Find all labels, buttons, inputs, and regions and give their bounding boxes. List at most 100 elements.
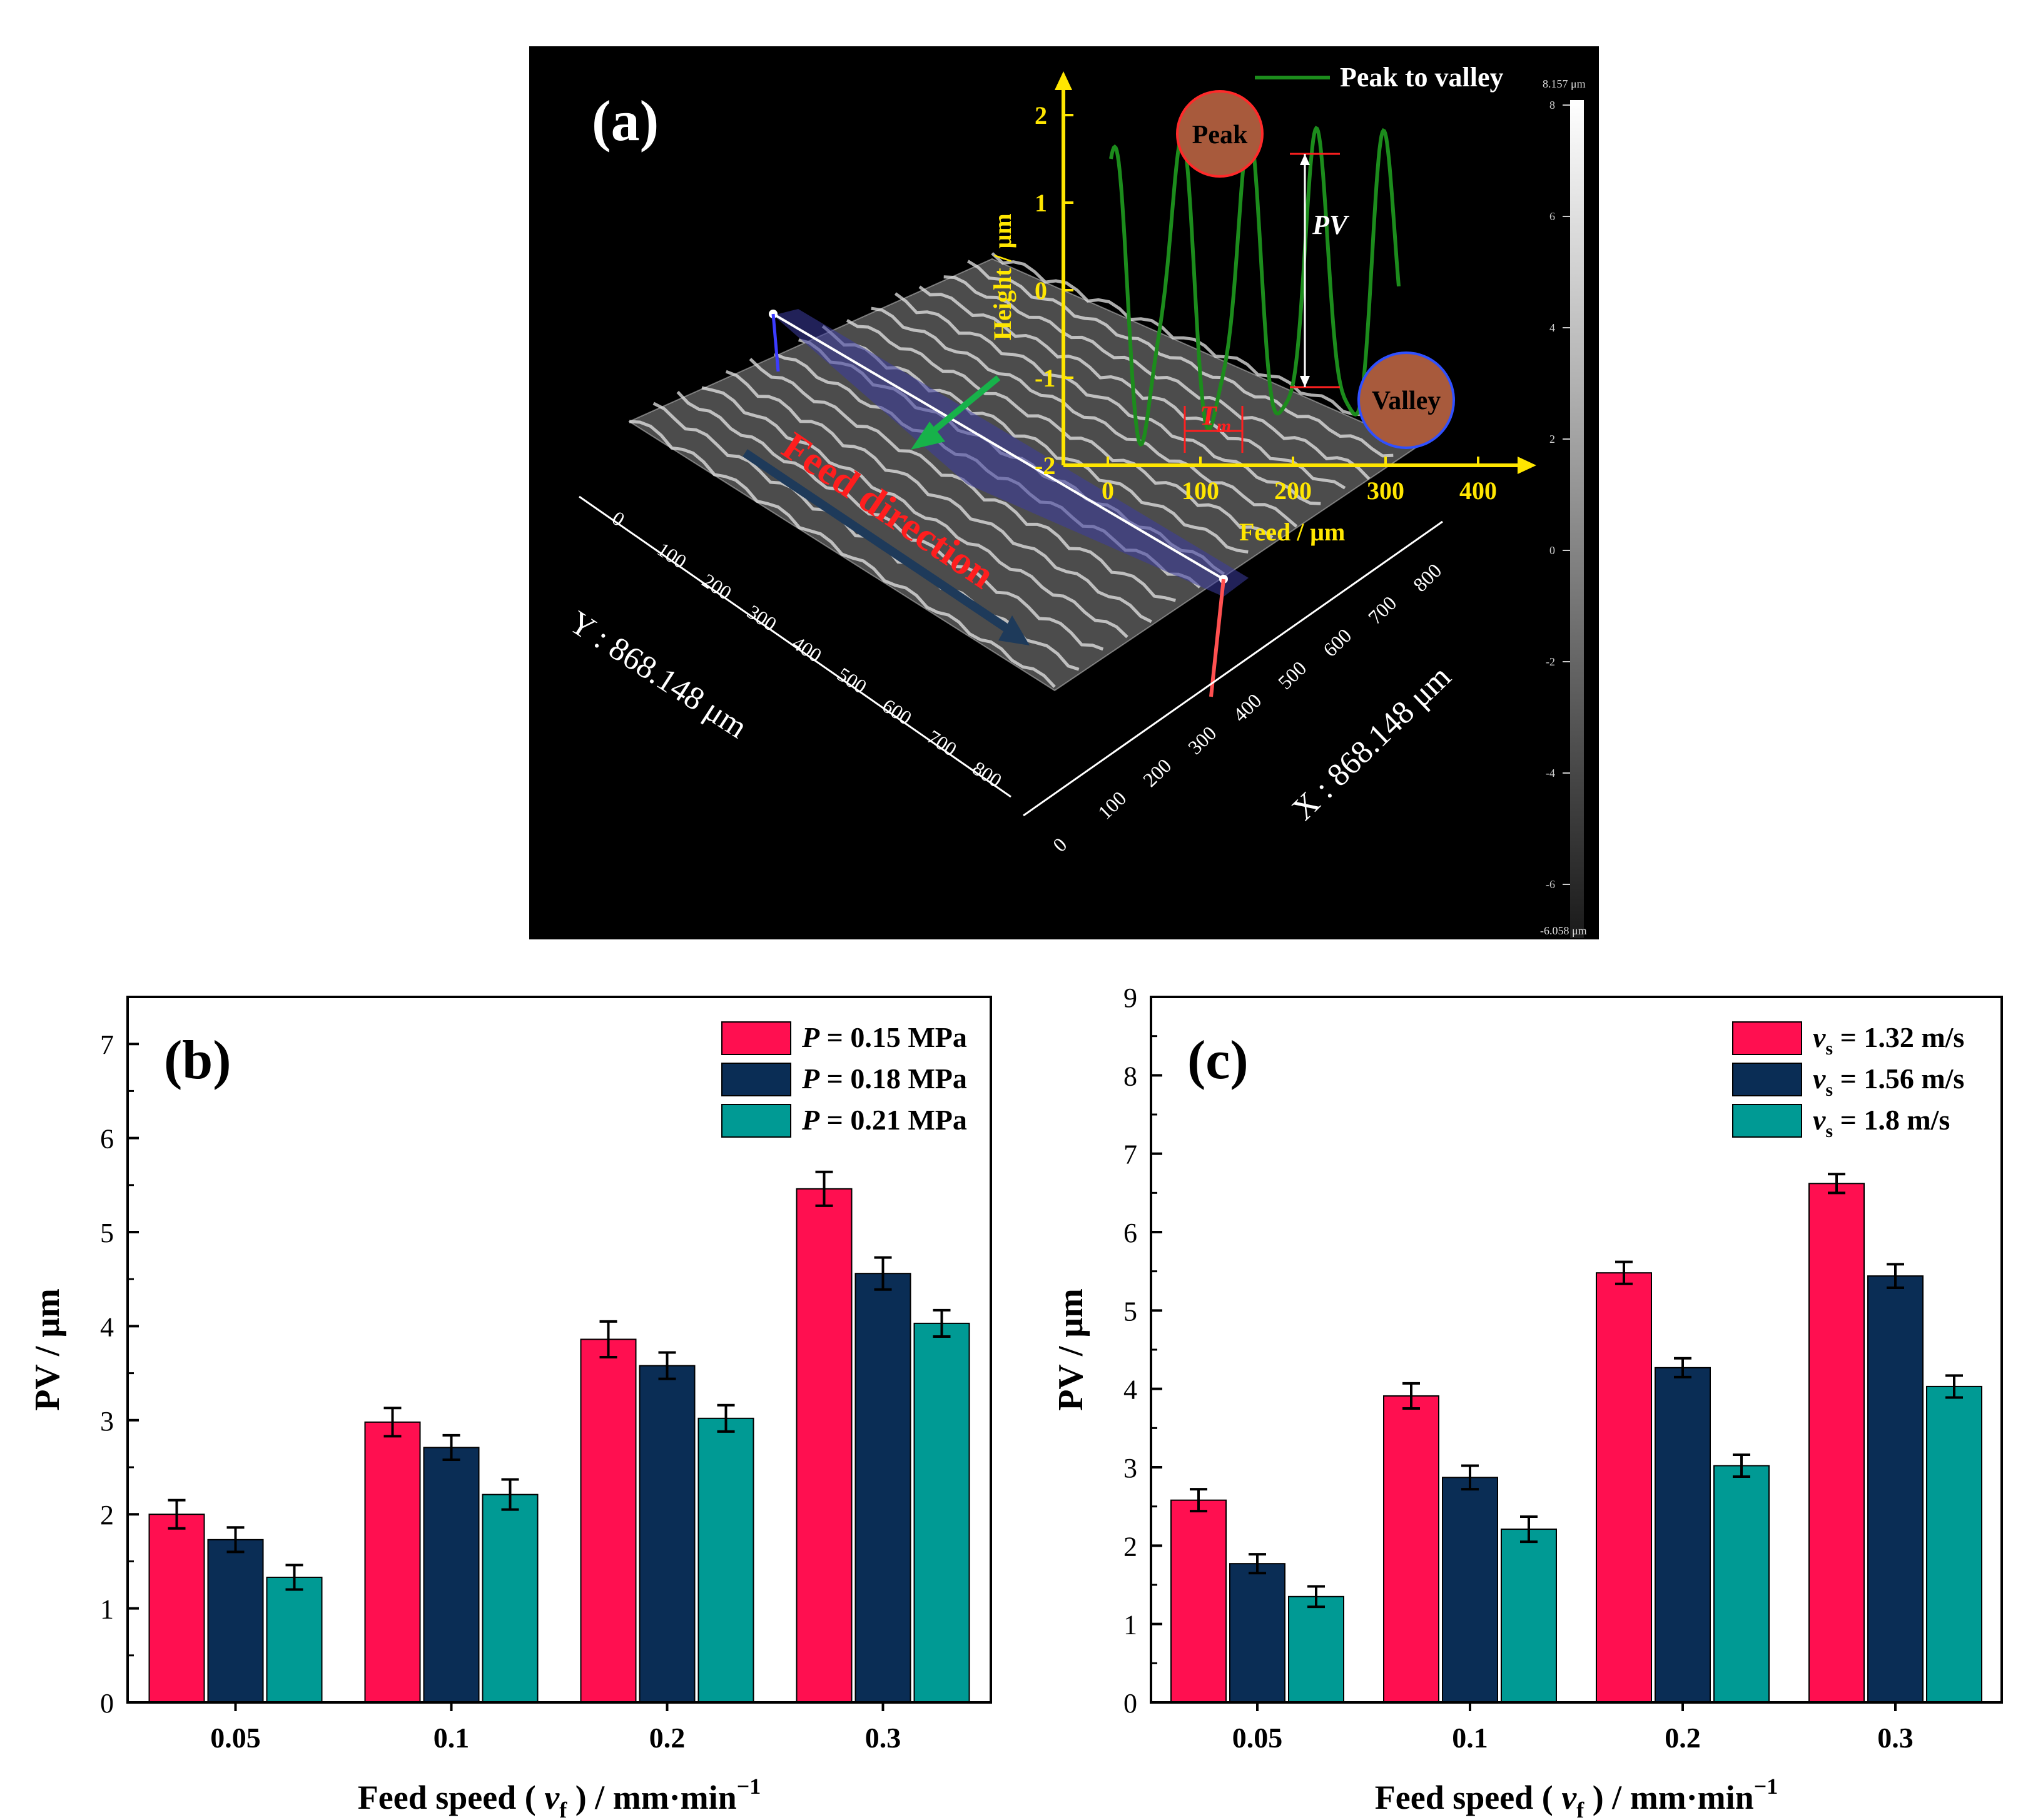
bar [697,1417,754,1703]
valley-label: Valley [1372,387,1441,415]
y-tick-label: 7 [100,1029,114,1060]
legend-swatch [1732,1104,1802,1138]
green-arrow-shaft [927,375,1001,437]
scale-tick-label: 2 [1549,433,1555,445]
bar [148,1514,205,1703]
x-axis-label-prefix: Feed speed ( [1375,1779,1561,1816]
y-tick-label: 5 [1123,1296,1137,1327]
x-tick-label: 0.3 [1877,1722,1914,1754]
bar [364,1421,421,1704]
scale-tick-label: 8 [1549,99,1555,111]
panel-a-surface-profile: Feed direction 0 100 200 300 400 500 600 700 800… [529,46,1599,939]
feed-arrow-head [998,615,1030,645]
bar [1596,1272,1652,1703]
inset-x-tick: 200 [1274,477,1312,505]
svg-text:Tm: Tm [1200,400,1231,437]
profile-line [1109,126,1401,447]
surface-ridge [629,420,1056,689]
profile-inset: 2 1 0 -1 -2 0 100 200 300 400 Height / μm Feed /… [988,62,1536,546]
peak-label: Peak [1192,121,1248,149]
legend-value: = 1.8 m/s [1833,1104,1950,1136]
panel-a-svg: Feed direction 0100200300400500600700800… [562,62,1587,938]
legend-symbol: P [801,1021,820,1053]
y-axis-label: PV / μm [1052,1288,1090,1411]
legend-value: = 0.18 MPa [819,1063,967,1095]
y-tick-label: 7 [1123,1140,1137,1170]
y-tick-label: 1 [100,1594,114,1625]
surface-ridge [894,292,1321,505]
inset-y-label: Height / μm [988,213,1016,340]
x-axis-label-subscript: f [1576,1797,1584,1820]
chart-c: 0 1 2 3 4 5 6 7 8 9 0.05 0.1 0.2 0.3 (c) PV / μm Feed sp… [1052,983,2003,1820]
bar [207,1539,264,1704]
scale-min-label: -6.058 μm [1540,924,1587,937]
inset-y-tick: -1 [1035,364,1055,392]
legend-symbol: P [801,1063,820,1095]
surface-ridge [725,370,1152,624]
color-scale-bar [1570,100,1584,938]
y-tick-label: 0 [1123,1688,1137,1719]
scale-tick-label: 0 [1549,544,1555,557]
x-axis-label: Feed speed ( vf ) / mm·min−1 [1375,1774,1778,1820]
x-tick-label: 0.1 [433,1722,470,1754]
panel-a-label: (a) [592,89,659,153]
inset-x-tick: 100 [1182,477,1219,505]
inset-x-tick: 400 [1459,477,1497,505]
legend-swatch [1732,1063,1802,1096]
inset-y-tick: 1 [1035,189,1047,217]
feed-arrow-shaft [743,449,1013,635]
surface-ridge [701,386,1128,639]
y-tick-label: 5 [100,1218,114,1248]
bar [1808,1183,1865,1703]
surface-ridge [871,306,1298,528]
x-axis-label-prefix: Feed speed ( [358,1779,544,1816]
scale-tick-label: 6 [1549,210,1555,223]
panel-label: (b) [164,1030,231,1091]
surface-ridge [943,275,1371,480]
bar [1926,1385,1982,1704]
scale-tick-label: -6 [1546,878,1555,891]
x-axis-label-symbol: v [544,1779,560,1816]
legend-subscript: s [1825,1038,1833,1059]
legend-value: = 0.15 MPa [819,1021,967,1053]
pv-label: PV [1312,210,1350,240]
y-tick-label: 6 [1123,1218,1137,1248]
plot-frame [126,996,992,1704]
x-tick-label: 0.05 [1232,1722,1283,1754]
x-axis-label-exponent: −1 [1754,1774,1778,1799]
x-axis-label: Feed speed ( vf ) / mm·min−1 [358,1774,761,1820]
legend-symbol: v [1813,1021,1826,1053]
surface-ridge [967,260,1394,458]
bar [482,1494,539,1703]
legend-swatch [721,1104,791,1138]
bar [1229,1563,1285,1703]
bar [423,1447,480,1704]
legend-label: vs = 1.32 m/s [1813,1021,1964,1059]
y-tick-label: 4 [100,1312,114,1342]
x-tick-label: 0.2 [1665,1722,1701,1754]
scale-tick-label: -4 [1546,767,1555,779]
y-tick-label: 8 [1123,1061,1137,1091]
y-tick-label: 2 [1123,1531,1137,1562]
green-arrow-head [911,422,945,450]
legend-symbol: v [1813,1063,1826,1095]
tm-subscript: m [1217,416,1231,437]
legend-subscript: s [1825,1079,1833,1100]
bar [1867,1275,1924,1703]
inset-x-label: Feed / μm [1239,518,1345,546]
inset-y-tick: 0 [1035,276,1047,305]
bar [1501,1529,1557,1704]
bar [1288,1595,1344,1704]
legend-label: vs = 1.56 m/s [1813,1063,1964,1100]
inset-legend-label: Peak to valley [1340,62,1504,93]
x-tick-label: 0.3 [865,1722,901,1754]
y-tick-label: 2 [100,1500,114,1530]
surface-ridge [676,390,1104,651]
chart-b: 0 1 2 3 4 5 6 7 0.05 0.1 0.2 0.3 (b) PV / μm Feed spee… [28,996,992,1820]
bar [913,1322,970,1703]
section-line [772,313,1225,580]
x-axis-label-exponent: −1 [737,1774,761,1799]
panel-label: (c) [1187,1030,1249,1091]
legend-subscript: s [1825,1121,1833,1141]
